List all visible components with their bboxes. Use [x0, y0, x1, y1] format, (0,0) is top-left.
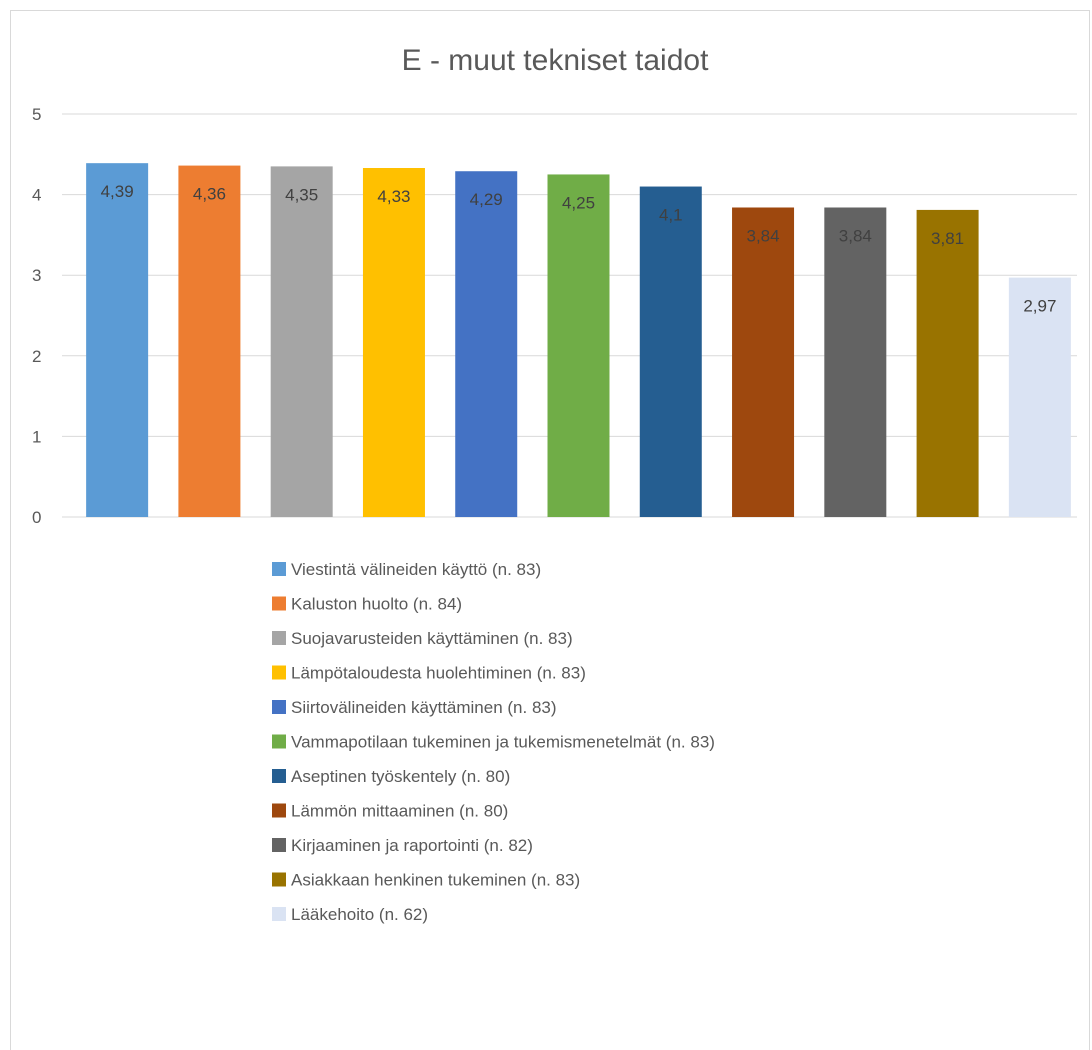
legend-entry: Siirtovälineiden käyttäminen (n. 83) — [291, 698, 557, 717]
bar — [362, 168, 425, 517]
data-labels: 4,39 4,36 4,35 4,33 4,29 4,25 4,1 3,84 3,84 3,81 2… — [101, 182, 1057, 315]
bar — [1008, 277, 1071, 517]
legend-entry: Lämmön mittaaminen (n. 80) — [291, 802, 508, 821]
legend-entry: Lääkehoito (n. 62) — [291, 905, 428, 924]
data-label: 3,81 — [931, 229, 964, 248]
y-tick-label: 5 — [32, 105, 41, 124]
legend-swatch — [272, 562, 286, 576]
data-label: 3,84 — [746, 226, 779, 245]
legend-entry: Lämpötaloudesta huolehtiminen (n. 83) — [291, 664, 586, 683]
data-label: 3,84 — [839, 226, 872, 245]
legend-entry: Viestintä välineiden käyttö (n. 83) — [291, 560, 541, 579]
legend-swatch — [272, 631, 286, 645]
data-label: 4,39 — [101, 182, 134, 201]
data-label: 4,33 — [377, 187, 410, 206]
data-label: 4,25 — [562, 193, 595, 212]
legend-swatch — [272, 872, 286, 887]
y-tick-label: 0 — [32, 508, 41, 527]
legend: Viestintä välineiden käyttö (n. 83) Kalus… — [272, 560, 715, 924]
legend-entry: Vammapotilaan tukeminen ja tukemismenete… — [291, 733, 715, 752]
data-label: 4,35 — [285, 185, 318, 204]
bar — [732, 207, 795, 517]
bar — [86, 163, 149, 517]
bar — [639, 186, 702, 518]
y-tick-label: 3 — [32, 266, 41, 285]
bar — [916, 209, 979, 517]
bar — [547, 174, 610, 517]
legend-swatch — [272, 907, 286, 921]
chart-title: E - muut tekniset taidot — [402, 44, 709, 77]
legend-swatch — [272, 700, 286, 714]
data-label: 4,36 — [193, 185, 226, 204]
bar — [178, 165, 241, 518]
legend-entry: Aseptinen työskentely (n. 80) — [291, 767, 510, 786]
legend-entry: Suojavarusteiden käyttäminen (n. 83) — [291, 629, 573, 648]
bar — [824, 207, 887, 517]
legend-swatch — [272, 769, 286, 783]
y-axis-ticks: 0 1 2 3 4 5 — [32, 105, 41, 527]
y-tick-label: 1 — [32, 427, 41, 446]
data-label: 2,97 — [1023, 297, 1056, 316]
legend-swatch — [272, 596, 286, 611]
bar — [270, 166, 333, 517]
legend-entry: Asiakkaan henkinen tukeminen (n. 83) — [291, 871, 580, 890]
legend-swatch — [272, 803, 286, 818]
legend-swatch — [272, 665, 286, 680]
bar — [455, 171, 518, 517]
data-label: 4,1 — [659, 206, 683, 225]
legend-entry: Kirjaaminen ja raportointi (n. 82) — [291, 836, 533, 855]
bars — [86, 163, 1071, 518]
y-tick-label: 4 — [32, 186, 41, 205]
legend-swatch — [272, 734, 286, 749]
data-label: 4,29 — [470, 190, 503, 209]
legend-entry: Kaluston huolto (n. 84) — [291, 595, 462, 614]
legend-swatch — [272, 838, 286, 852]
y-tick-label: 2 — [32, 347, 41, 366]
